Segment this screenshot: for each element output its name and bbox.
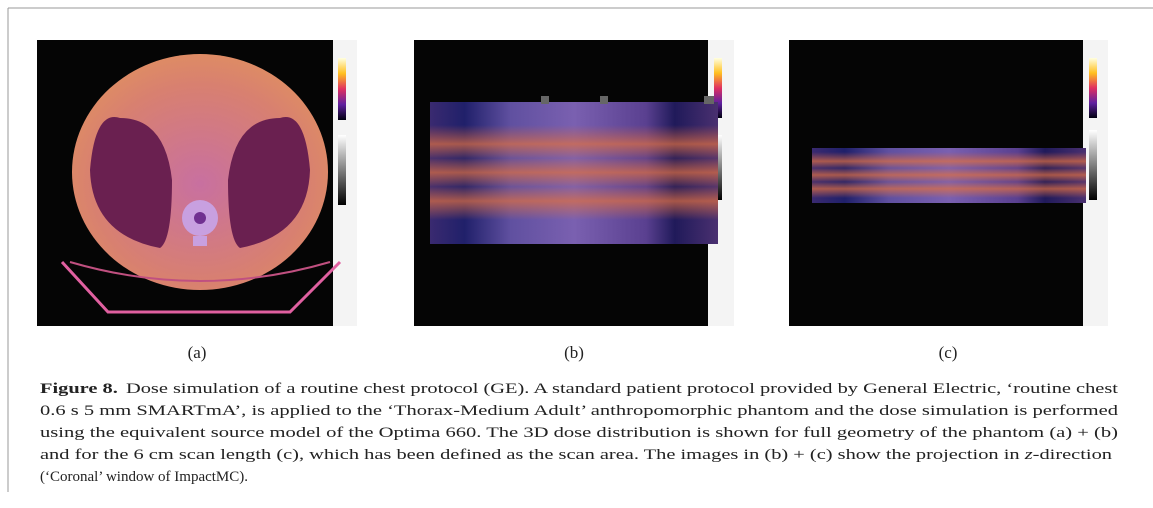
caption-text: z: [1023, 447, 1033, 463]
panel-a-image: [37, 40, 357, 326]
caption-line: 0.6 s 5 mm SMARTmA’, is applied to the ‘…: [40, 403, 1119, 419]
panel-label: (a): [188, 343, 207, 362]
caption-text: and for the 6 cm scan length (c), which …: [40, 447, 1025, 463]
panel-c-image: [789, 40, 1108, 326]
caption-line: (‘Coronal’ window of ImpactMC).: [40, 469, 248, 485]
caption-text: Dose simulation of a routine chest proto…: [126, 381, 1119, 397]
panel-label: (b): [564, 343, 584, 362]
caption-line: using the equivalent source model of the…: [40, 425, 1118, 441]
panel-label: (c): [939, 343, 958, 362]
caption-text: -direction: [1033, 447, 1113, 463]
caption-line: and for the 6 cm scan length (c), which …: [40, 447, 1113, 463]
panel-b-image: [414, 40, 734, 326]
caption-label: Figure 8.: [40, 381, 118, 397]
caption-line: Figure 8. Dose simulation of a routine ch…: [40, 381, 1119, 397]
